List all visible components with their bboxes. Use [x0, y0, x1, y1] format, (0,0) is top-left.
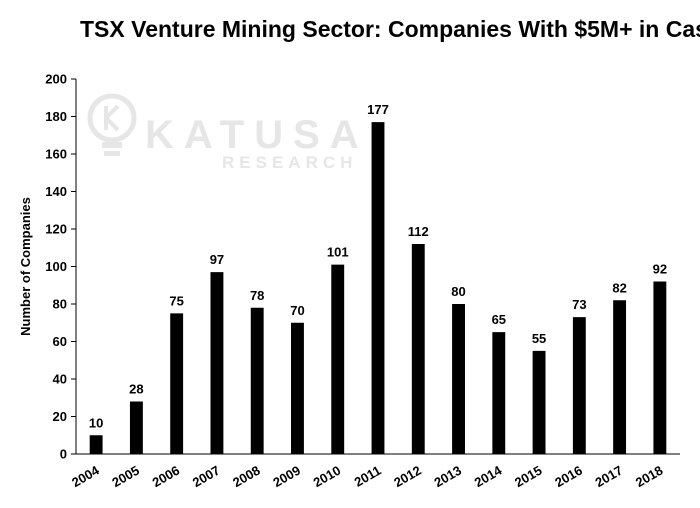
y-tick-label: 80	[53, 297, 67, 312]
data-label: 82	[612, 280, 626, 295]
y-tick-label: 120	[45, 222, 67, 237]
data-label: 10	[89, 415, 103, 430]
data-label: 75	[169, 293, 183, 308]
data-label: 55	[532, 331, 546, 346]
x-tick-label: 2011	[352, 463, 384, 490]
data-label: 78	[250, 288, 264, 303]
data-label: 92	[653, 262, 667, 277]
x-tick-label: 2010	[311, 463, 344, 490]
x-tick-label: 2016	[552, 463, 585, 490]
y-axis: 0 20 40 60 80 100 120 140 160 180 200	[45, 72, 77, 462]
watermark-brand: KATUSA	[145, 113, 369, 157]
chart-title: TSX Venture Mining Sector: Companies Wit…	[80, 16, 700, 42]
bar	[653, 281, 667, 454]
x-tick-label: 2005	[109, 463, 142, 490]
data-label: 80	[451, 284, 465, 299]
x-tick-label: 2007	[190, 463, 223, 490]
bar	[371, 122, 385, 454]
bar	[170, 313, 184, 454]
y-tick-label: 100	[45, 259, 67, 274]
data-label: 177	[367, 102, 389, 117]
data-labels: 10 28 75 97 78 70 101 177 112 80 65 55 73 82 92	[89, 102, 667, 430]
bar	[452, 304, 465, 454]
bar	[613, 300, 627, 454]
data-label: 73	[572, 297, 586, 312]
data-label: 101	[327, 245, 349, 260]
data-label: 70	[290, 303, 304, 318]
y-tick-label: 200	[45, 72, 67, 87]
x-tick-label: 2012	[391, 463, 424, 490]
watermark-sub: RESEARCH	[222, 153, 357, 172]
bar	[492, 332, 506, 454]
lightbulb-icon	[87, 93, 137, 156]
data-label: 65	[492, 312, 506, 327]
y-tick-label: 140	[45, 184, 67, 199]
y-axis-title: Number of Companies	[18, 197, 33, 336]
y-tick-label: 60	[53, 334, 67, 349]
y-tick-label: 0	[60, 447, 67, 462]
data-label: 97	[210, 252, 224, 267]
y-tick-label: 40	[53, 372, 67, 387]
data-label: 28	[129, 382, 143, 397]
bar	[250, 307, 264, 454]
x-tick-label: 2018	[633, 463, 666, 490]
bar	[291, 322, 304, 454]
x-tick-label: 2017	[593, 463, 626, 490]
x-tick-label: 2015	[512, 463, 545, 490]
bar	[89, 435, 103, 454]
x-tick-label: 2008	[230, 463, 263, 490]
y-tick-label: 160	[45, 147, 67, 162]
x-tick-label: 2004	[69, 462, 102, 490]
bar	[331, 264, 345, 454]
x-tick-label: 2013	[431, 463, 464, 490]
bars	[89, 122, 667, 454]
bar	[532, 350, 546, 454]
y-tick-label: 20	[53, 409, 67, 424]
x-tick-label: 2009	[270, 463, 303, 490]
y-tick-label: 180	[45, 109, 67, 124]
bar	[210, 272, 224, 454]
x-tick-label: 2006	[150, 463, 183, 490]
x-tick-label: 2014	[472, 462, 505, 490]
bar	[411, 244, 425, 454]
x-axis: 2004 2005 2006 2007 2008 2009 2010 2011 2012 2013…	[69, 453, 680, 490]
bar	[572, 317, 586, 454]
data-label: 112	[408, 224, 429, 239]
bar	[129, 401, 143, 454]
